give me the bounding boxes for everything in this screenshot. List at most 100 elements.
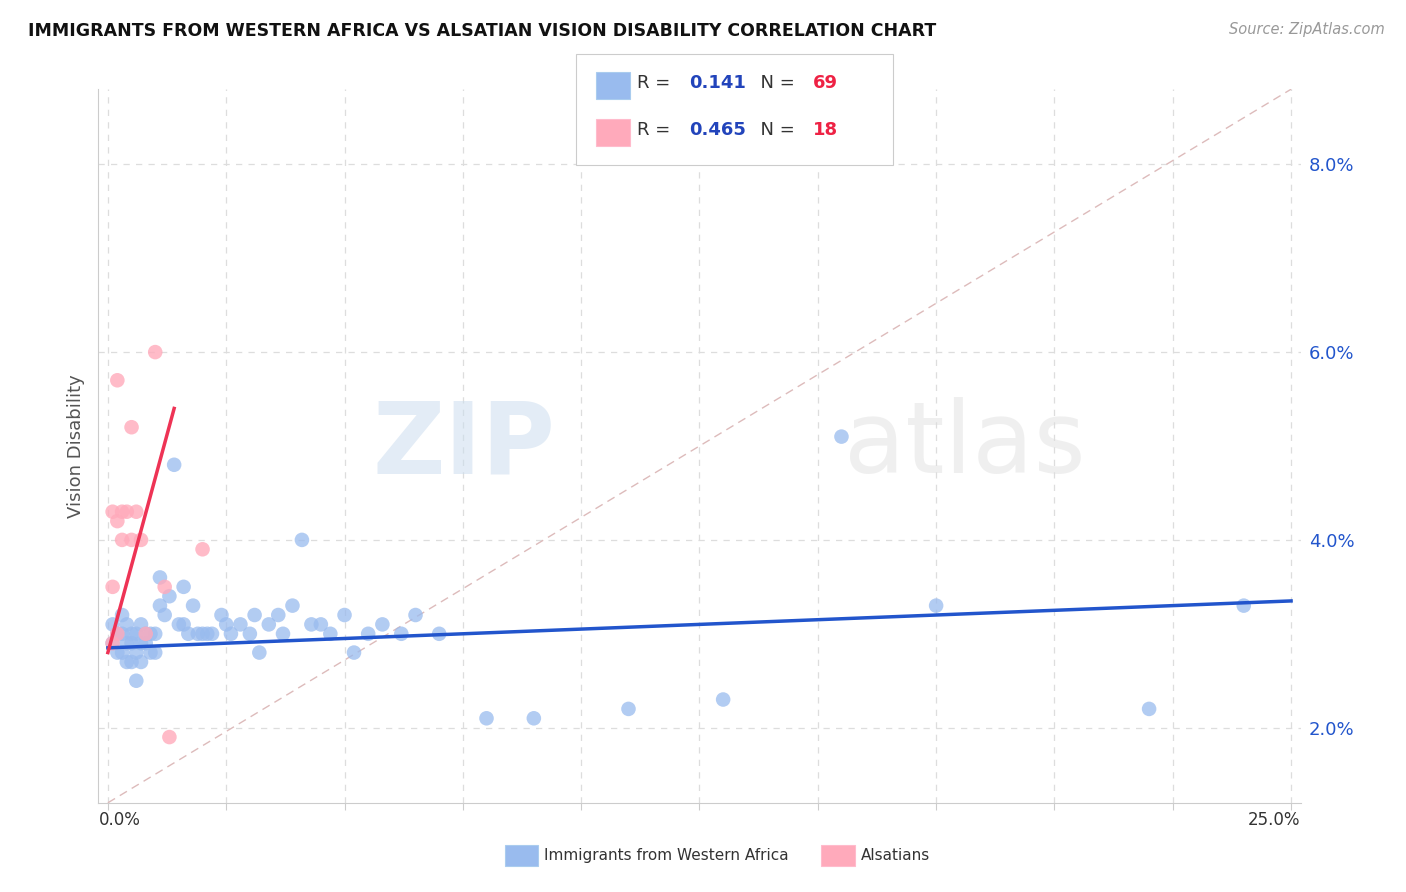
Point [105,646,128,660]
Text: ZIP: ZIP [373,398,555,494]
Point [371,617,394,632]
Point [153,580,176,594]
Point [247,646,270,660]
Point [239,627,262,641]
Point [149,570,172,584]
Point [523,711,546,725]
Point [139,646,162,660]
Point [129,636,152,650]
Point [711,692,734,706]
Point [121,533,143,547]
Point [135,627,157,641]
Point [830,429,852,443]
Point [267,607,290,622]
Point [157,730,180,744]
Point [125,646,148,660]
Point [121,627,143,641]
Y-axis label: Vision Disability: Vision Disability [66,374,84,518]
Point [121,636,143,650]
Point [211,607,233,622]
Point [187,627,209,641]
Text: Alsatians: Alsatians [860,848,929,863]
Point [405,607,427,622]
Text: 69: 69 [813,74,838,92]
Point [1137,702,1160,716]
Point [111,505,134,519]
Point [105,373,128,387]
Text: 25.0%: 25.0% [1249,812,1301,830]
Point [173,580,195,594]
Text: 18: 18 [813,121,838,139]
Point [101,617,124,632]
Point [191,542,214,557]
Point [121,420,143,434]
Text: 0.465: 0.465 [689,121,745,139]
Point [111,533,134,547]
Point [129,533,152,547]
Point [427,627,450,641]
Point [291,533,314,547]
Point [281,599,304,613]
Point [101,636,124,650]
Point [105,627,128,641]
Point [135,636,157,650]
Point [201,627,224,641]
Point [125,673,148,688]
Point [105,514,128,528]
Point [149,599,172,613]
Point [617,702,640,716]
Point [167,617,190,632]
Point [173,617,195,632]
Text: IMMIGRANTS FROM WESTERN AFRICA VS ALSATIAN VISION DISABILITY CORRELATION CHART: IMMIGRANTS FROM WESTERN AFRICA VS ALSATI… [28,22,936,40]
Point [101,505,124,519]
Point [925,599,948,613]
Point [125,627,148,641]
Point [129,655,152,669]
Point [111,627,134,641]
Point [115,655,138,669]
Point [299,617,322,632]
Point [125,505,148,519]
Point [139,627,162,641]
Point [195,627,218,641]
Point [111,607,134,622]
Text: Immigrants from Western Africa: Immigrants from Western Africa [544,848,789,863]
Text: N =: N = [749,74,801,92]
Point [271,627,294,641]
Point [143,646,166,660]
Point [153,607,176,622]
Point [101,636,124,650]
Point [181,599,204,613]
Point [115,617,138,632]
Text: R =: R = [637,121,676,139]
Point [1233,599,1256,613]
Point [309,617,332,632]
Point [135,627,157,641]
Point [191,627,214,641]
Point [115,636,138,650]
Point [115,505,138,519]
Point [111,646,134,660]
Point [319,627,342,641]
Point [215,617,238,632]
Point [243,607,266,622]
Point [163,458,186,472]
Point [177,627,200,641]
Text: R =: R = [637,74,676,92]
Point [101,580,124,594]
Point [357,627,380,641]
Point [229,617,252,632]
Point [475,711,498,725]
Text: atlas: atlas [844,398,1085,494]
Text: 0.0%: 0.0% [98,812,141,830]
Text: N =: N = [749,121,801,139]
Point [219,627,242,641]
Point [333,607,356,622]
Point [143,345,166,359]
Point [257,617,280,632]
Point [143,627,166,641]
Text: Source: ZipAtlas.com: Source: ZipAtlas.com [1229,22,1385,37]
Point [343,646,366,660]
Point [129,617,152,632]
Point [157,589,180,603]
